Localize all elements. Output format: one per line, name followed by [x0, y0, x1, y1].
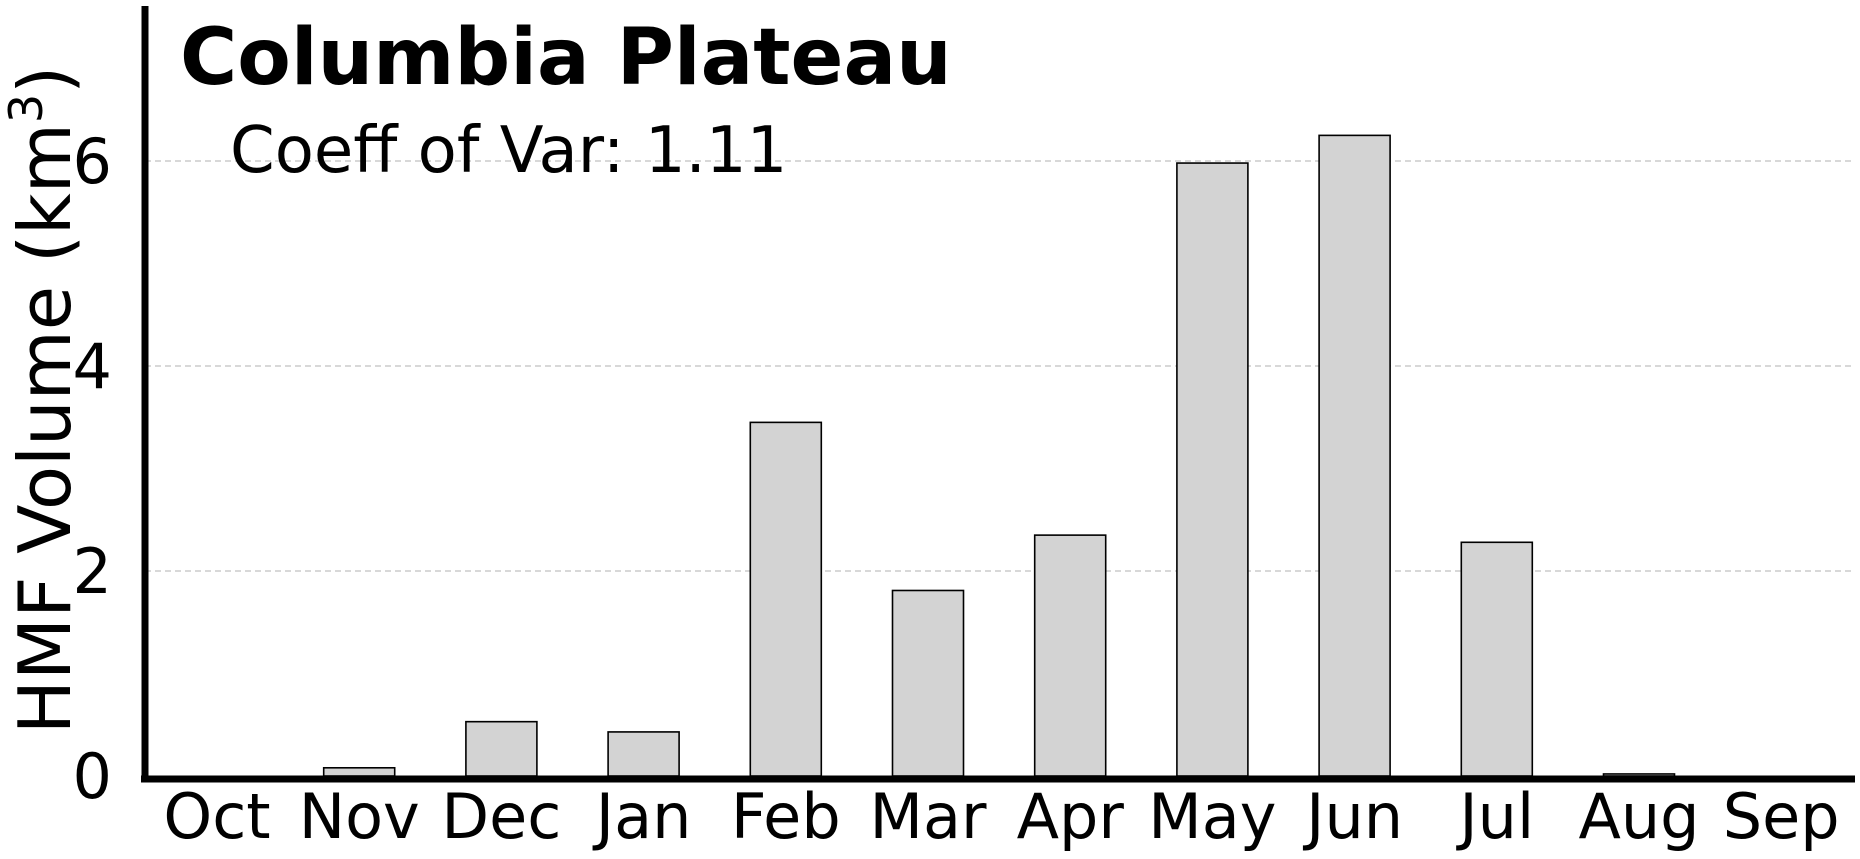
y-tick-labels: 0 2 4 6: [73, 125, 112, 813]
x-tick-label-jul: Jul: [1455, 780, 1534, 853]
x-tick-label-jun: Jun: [1302, 780, 1403, 853]
x-tick-label-apr: Apr: [1017, 780, 1125, 853]
x-tick-label-aug: Aug: [1578, 780, 1699, 853]
x-tick-label-mar: Mar: [870, 780, 987, 853]
x-tick-label-may: May: [1148, 780, 1276, 853]
bars: [322, 134, 1676, 777]
y-axis-label-main: HMF Volume (km: [3, 123, 87, 734]
bar-jan: [607, 731, 680, 777]
bar-feb: [749, 421, 823, 777]
y-axis-label: HMF Volume (km3): [0, 66, 87, 735]
bar-jul: [1460, 541, 1534, 777]
y-tick-label-0: 0: [73, 740, 112, 813]
bar-apr: [1033, 534, 1107, 777]
bar-jun: [1318, 134, 1391, 777]
x-tick-label-dec: Dec: [441, 780, 561, 853]
x-tick-label-feb: Feb: [731, 780, 841, 853]
chart-title: Columbia Plateau: [180, 13, 952, 103]
grid-lines: [145, 160, 1855, 572]
y-axis-label-superscript: 3: [0, 94, 53, 123]
coeff-of-var-annotation: Coeff of Var: 1.11: [230, 114, 787, 188]
x-tick-label-sep: Sep: [1723, 780, 1840, 853]
x-tick-label-jan: Jan: [592, 780, 692, 853]
y-axis-label-close: ): [3, 66, 87, 94]
y-tick-label-6: 6: [73, 125, 112, 198]
bar-nov: [322, 766, 396, 777]
bar-dec: [465, 720, 538, 777]
bar-mar: [891, 589, 965, 777]
x-tick-labels: Oct Nov Dec Jan Feb Mar Apr May Jun Jul Aug Sep: [163, 780, 1839, 853]
x-tick-label-oct: Oct: [163, 780, 270, 853]
y-tick-label-4: 4: [73, 330, 112, 403]
x-tick-label-nov: Nov: [299, 780, 420, 853]
bar-may: [1176, 162, 1249, 777]
y-tick-label-2: 2: [73, 535, 112, 608]
